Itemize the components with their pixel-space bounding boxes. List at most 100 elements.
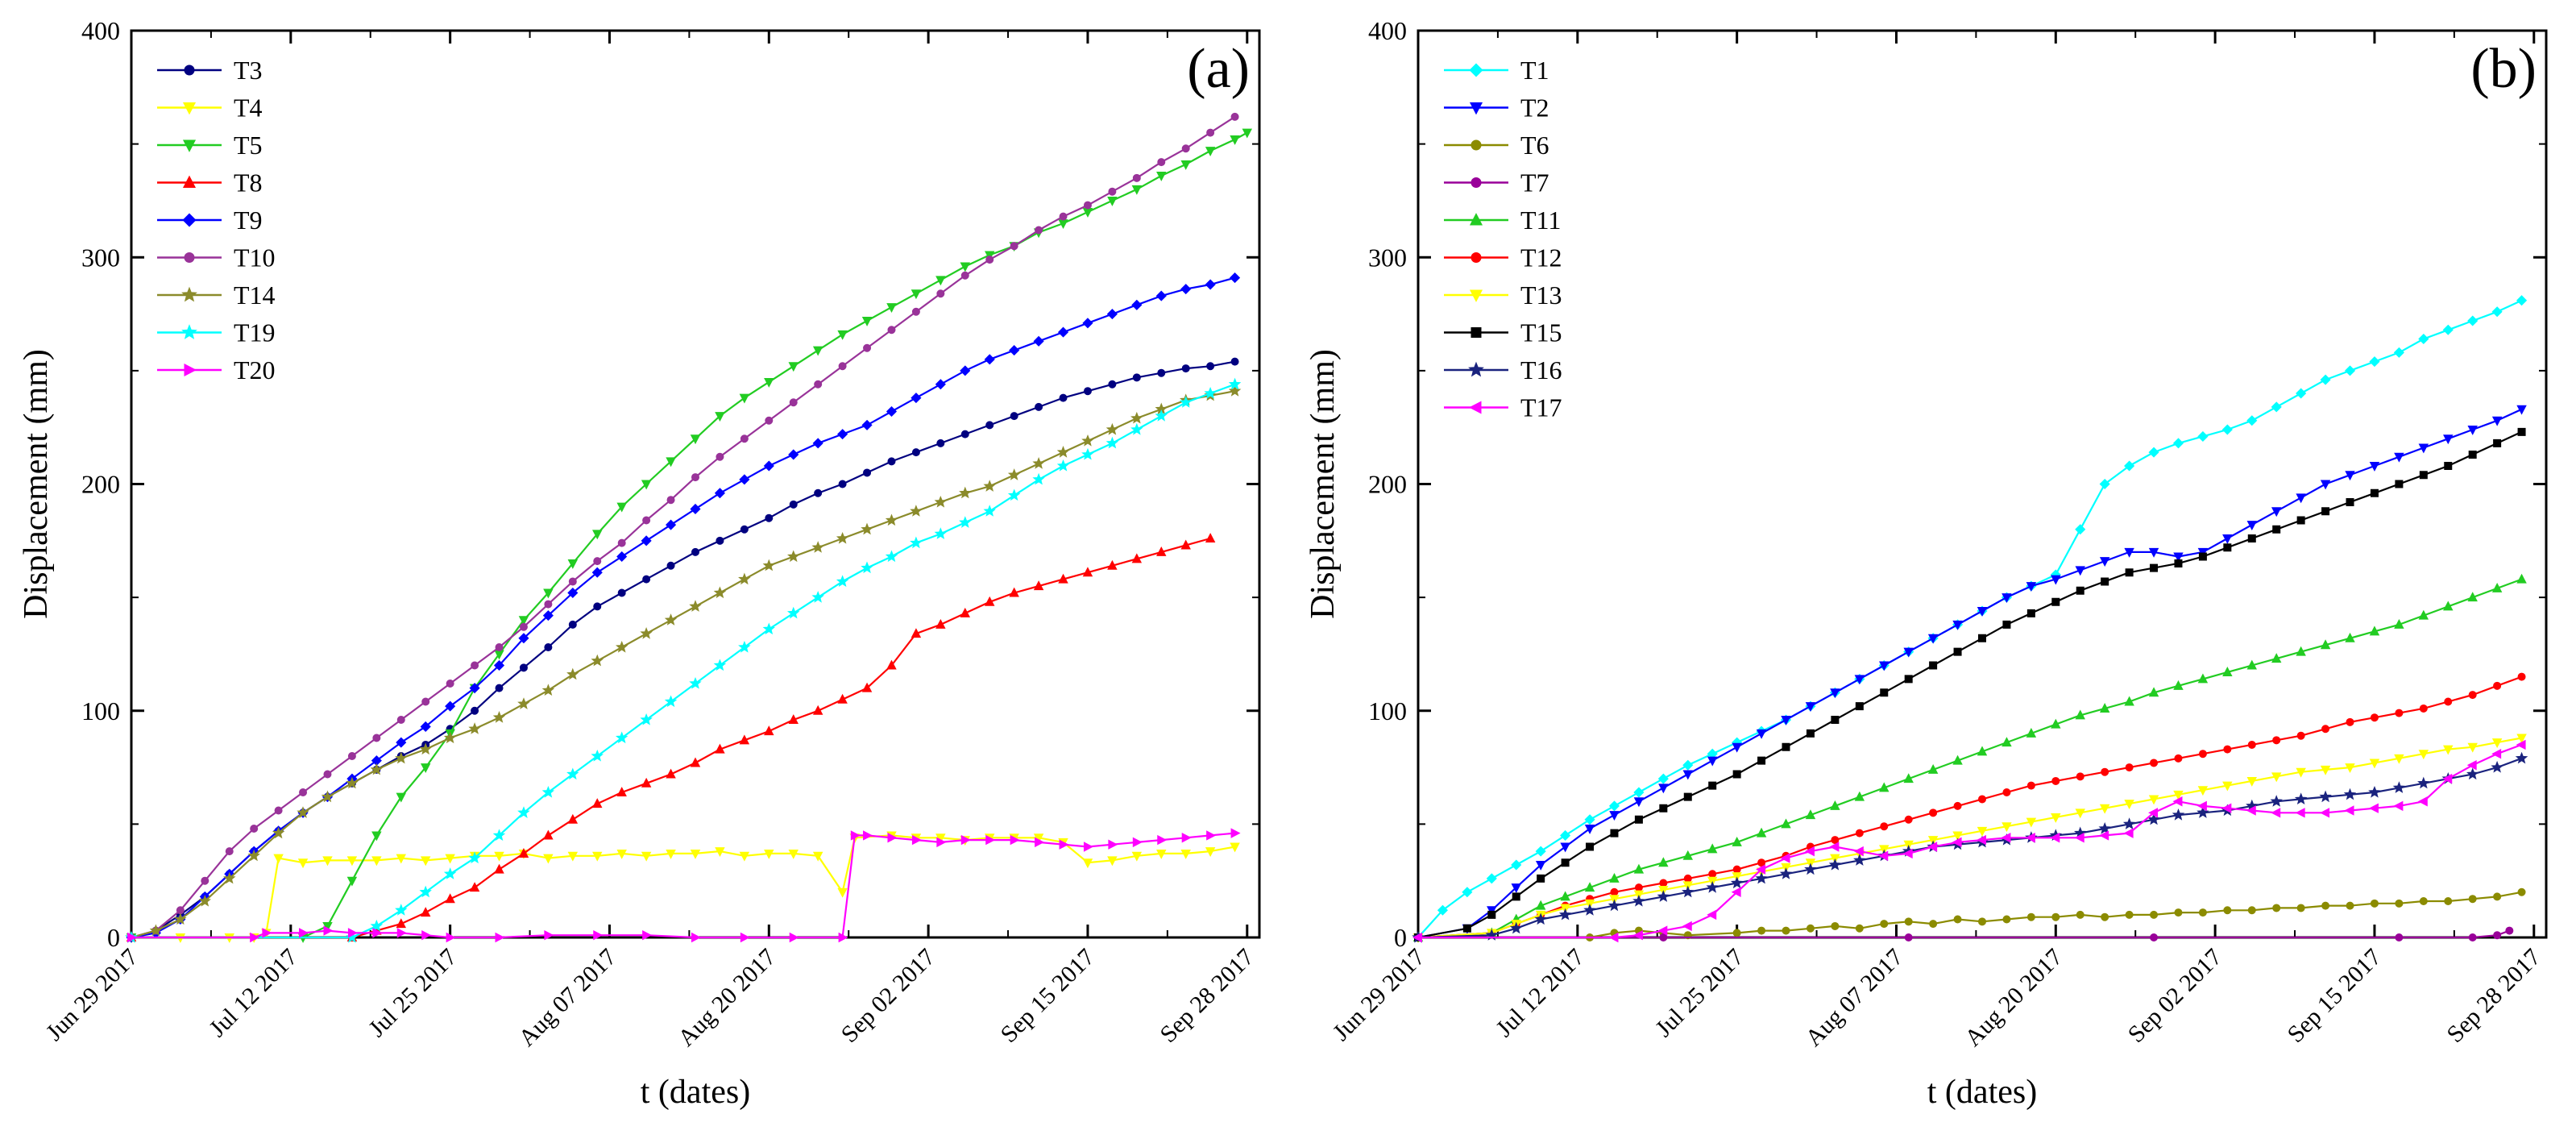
data-point (2295, 808, 2305, 818)
data-point (273, 854, 284, 864)
data-point (198, 894, 211, 907)
data-point (445, 700, 456, 712)
series-t6 (1414, 887, 2526, 941)
series-t10 (127, 112, 1239, 941)
data-point (2075, 566, 2085, 576)
data-point (863, 468, 872, 477)
data-point (861, 317, 873, 326)
data-point (666, 496, 675, 505)
data-point (690, 503, 701, 514)
data-point (2002, 788, 2011, 796)
data-point (149, 924, 163, 937)
data-point (1155, 290, 1167, 301)
data-point (836, 575, 849, 587)
data-point (1131, 851, 1143, 862)
data-point (2344, 365, 2356, 376)
panel-a-frame (130, 29, 1261, 939)
x-tick-label: Aug 07 2017 (1800, 944, 1908, 1052)
legend-entry-t19: T19 (157, 318, 276, 347)
data-point (593, 929, 604, 941)
data-point (1854, 675, 1865, 685)
legend-entry-t7: T7 (1444, 168, 1549, 197)
legend-label: T3 (234, 56, 263, 85)
data-point (716, 452, 724, 461)
data-point (371, 856, 382, 867)
data-point (1230, 828, 1241, 838)
data-point (1632, 894, 1645, 907)
data-point (640, 627, 653, 639)
data-point (2418, 750, 2429, 760)
data-point (2516, 573, 2527, 584)
data-point (788, 449, 799, 460)
data-point (2001, 737, 2012, 747)
data-point (544, 600, 553, 609)
data-point (2516, 739, 2526, 750)
data-point (2370, 713, 2379, 722)
data-point (641, 777, 652, 788)
data-point (1083, 201, 1092, 210)
data-point (469, 882, 480, 892)
data-point (642, 516, 651, 525)
data-point (567, 851, 579, 862)
data-point (959, 486, 972, 499)
data-point (2196, 806, 2209, 818)
data-point (1180, 160, 1191, 170)
data-point (2002, 620, 2011, 629)
y-tick-label: 400 (1368, 16, 1407, 45)
data-point (2124, 800, 2134, 809)
series-line-t20 (131, 832, 1235, 939)
data-point (739, 393, 750, 404)
data-point (885, 513, 898, 526)
data-point (519, 622, 528, 631)
data-point (468, 851, 481, 864)
legend-entry-t10: T10 (157, 243, 276, 272)
data-point (347, 928, 358, 938)
data-point (1509, 921, 1523, 934)
data-point (739, 851, 750, 862)
data-point (592, 851, 603, 862)
data-point (886, 303, 897, 314)
data-point (1659, 879, 1668, 887)
data-point (2026, 781, 2035, 790)
data-point (838, 362, 847, 371)
data-point (592, 798, 603, 808)
data-point (1977, 834, 1986, 846)
data-point (1156, 546, 1167, 556)
data-point (960, 271, 969, 280)
data-point (2468, 933, 2477, 941)
data-point (1927, 842, 1938, 852)
data-point (2076, 910, 2084, 919)
data-point (863, 830, 873, 841)
data-point (1732, 929, 1741, 937)
data-point (2147, 813, 2160, 825)
data-point (664, 613, 678, 626)
data-point (2346, 498, 2354, 506)
data-point (2515, 751, 2528, 764)
data-point (2099, 557, 2110, 567)
data-point (739, 734, 750, 745)
data-point (1033, 580, 1044, 591)
data-point (2150, 759, 2159, 767)
data-point (2369, 356, 2380, 368)
series-t14 (125, 384, 1242, 943)
data-point (1657, 890, 1670, 902)
data-point (2197, 430, 2209, 442)
data-point (541, 785, 555, 798)
data-point (1132, 173, 1141, 182)
data-point (225, 847, 234, 856)
data-point (2174, 754, 2183, 763)
data-point (2174, 559, 2183, 567)
data-point (910, 505, 923, 517)
data-point (2050, 833, 2060, 843)
data-point (1977, 746, 1988, 756)
data-point (2468, 450, 2477, 459)
data-point (911, 834, 922, 846)
data-point (1805, 846, 1815, 857)
data-point (861, 522, 873, 535)
data-point (2150, 910, 2159, 919)
x-tick-label: Sep 15 2017 (996, 944, 1100, 1048)
data-point (1082, 858, 1093, 869)
data-point (1782, 742, 1790, 751)
data-point (517, 697, 530, 709)
data-point (2418, 443, 2429, 454)
